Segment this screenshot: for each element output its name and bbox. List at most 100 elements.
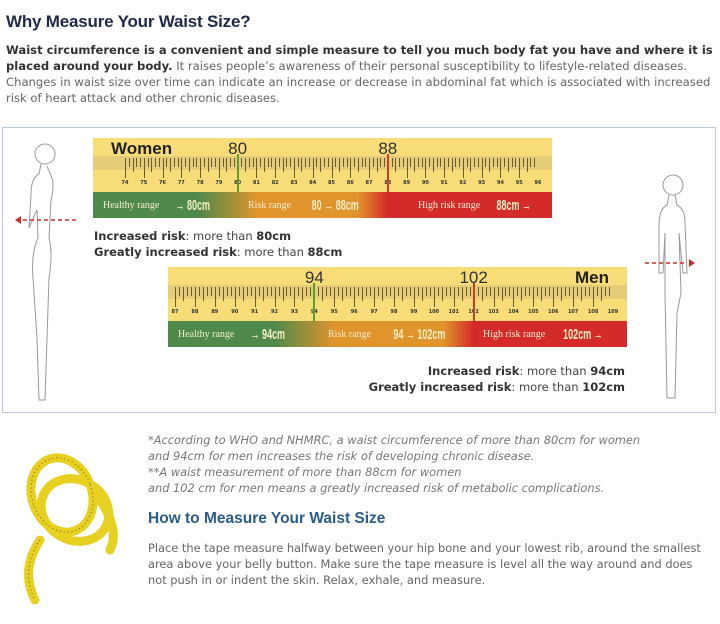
tick-mark <box>461 287 463 301</box>
tick-label: 84 <box>309 180 317 186</box>
tick-mark <box>409 287 411 296</box>
footnote-line: *According to WHO and NHMRC, a waist cir… <box>148 433 641 447</box>
tick-mark <box>182 287 184 301</box>
risk-range: Risk range 94 → 102cm <box>323 321 473 347</box>
tick-mark <box>241 158 243 167</box>
tick-mark <box>397 287 399 296</box>
threshold-label: 80 <box>228 139 248 158</box>
tick-mark <box>211 158 213 167</box>
text: : more than <box>511 380 583 394</box>
tick-mark <box>477 287 479 296</box>
high-risk-range: High risk range 88cm → <box>413 192 553 218</box>
tick-mark <box>477 158 479 167</box>
tick-mark <box>505 287 507 296</box>
tick-mark <box>342 287 344 301</box>
tick-mark <box>342 158 344 167</box>
tick-mark <box>474 158 476 167</box>
tick-mark <box>252 158 254 167</box>
tick-mark <box>316 158 318 167</box>
tick-mark <box>173 158 175 167</box>
page-title: Why Measure Your Waist Size? <box>6 12 251 31</box>
tick-label: 87 <box>365 180 373 186</box>
tick-mark <box>242 287 244 301</box>
tick-mark <box>346 158 348 167</box>
tick-mark <box>312 158 314 178</box>
tick-label: 109 <box>607 309 619 315</box>
intro-bold: Waist circumference is a convenient and … <box>6 43 713 73</box>
tick-mark <box>537 287 539 296</box>
tick-mark <box>166 158 168 167</box>
tick-mark <box>376 158 378 172</box>
tick-mark <box>451 158 453 172</box>
value: 102cm <box>582 380 625 394</box>
tick-mark <box>481 158 483 178</box>
tick-mark <box>175 287 176 307</box>
tick-mark <box>436 158 438 167</box>
tick-mark <box>573 287 575 307</box>
tick-mark <box>334 287 336 307</box>
tick-mark <box>525 287 527 296</box>
tick-mark <box>158 158 160 167</box>
tick-mark <box>469 287 471 296</box>
tick-mark <box>207 158 209 172</box>
healthy-range: Healthy range → 94cm <box>168 321 313 347</box>
tick-mark <box>181 158 183 178</box>
infographic-panel: Women 74 75 76 77 78 79 80 81 82 83 84 85 86 87 88 89 90… <box>2 127 716 413</box>
tick-mark <box>274 287 276 307</box>
tick-label: 90 <box>231 309 239 315</box>
tick-mark <box>294 287 296 307</box>
tick-label: 88 <box>191 309 199 315</box>
tick-mark <box>441 287 443 301</box>
tick-mark <box>322 287 324 301</box>
tick-mark <box>515 158 517 167</box>
tick-mark <box>323 158 325 167</box>
tick-mark <box>462 158 464 178</box>
tick-mark <box>417 158 419 167</box>
tape-measure-image <box>24 453 118 605</box>
tick-mark <box>258 287 260 296</box>
tick-mark <box>140 158 142 167</box>
high-risk-range-value: 88cm → <box>496 196 531 214</box>
tick-mark <box>534 158 536 167</box>
tick-mark <box>541 287 543 301</box>
tick-mark <box>260 158 262 167</box>
women-increased-risk: Increased risk: more than 80cm <box>94 229 291 243</box>
tick-mark <box>215 158 217 167</box>
tick-mark <box>200 158 202 178</box>
tick-mark <box>429 158 431 167</box>
tick-mark <box>500 158 502 178</box>
tick-mark <box>466 158 468 167</box>
tick-mark <box>406 158 408 178</box>
tick-mark <box>222 287 224 301</box>
tick-label: 94 <box>496 180 504 186</box>
tick-mark <box>521 287 523 301</box>
tick-mark <box>585 287 587 296</box>
tick-label: 100 <box>428 309 440 315</box>
tape-scale: Men 87 88 89 90 91 92 93 94 95 96 97 98 99 100 101 102 1… <box>168 267 627 321</box>
tick-mark <box>437 287 439 296</box>
tick-mark <box>529 287 531 296</box>
tick-mark <box>519 158 521 178</box>
tick-mark <box>282 287 284 301</box>
tick-label: 93 <box>478 180 486 186</box>
tick-mark <box>286 287 288 296</box>
tick-mark <box>358 287 360 296</box>
tick-mark <box>267 158 269 167</box>
range-bar: Healthy range → 80cm Risk range 80 → 88c… <box>93 192 552 218</box>
tick-mark <box>147 158 149 167</box>
tick-label: 87 <box>171 309 179 315</box>
footnote-line: **A waist measurement of more than 88cm … <box>148 465 462 479</box>
tick-mark <box>401 287 403 301</box>
tick-mark <box>410 158 412 167</box>
tick-mark <box>222 158 224 167</box>
high-risk-range-label: High risk range <box>418 199 481 211</box>
tick-mark <box>256 158 258 178</box>
tick-mark <box>445 287 447 296</box>
text: : more than <box>236 245 308 259</box>
tick-label: 78 <box>196 180 204 186</box>
tick-mark <box>457 287 459 296</box>
value: 80cm <box>256 229 292 243</box>
tick-mark <box>386 287 388 296</box>
tick-mark <box>233 158 235 167</box>
threshold-marker <box>472 283 475 321</box>
